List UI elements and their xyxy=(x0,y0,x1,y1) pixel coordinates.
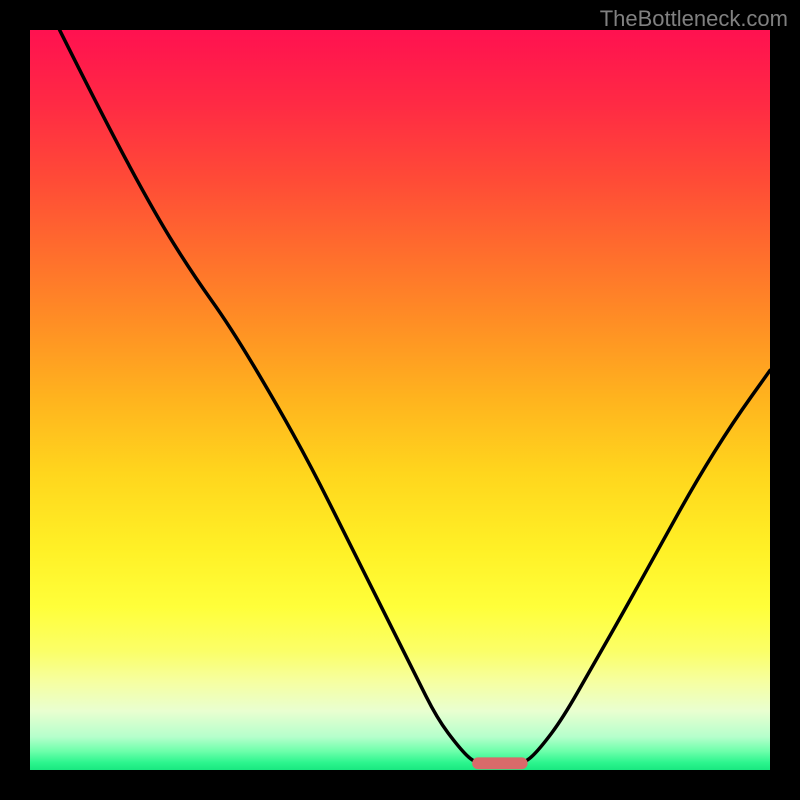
watermark-text: TheBottleneck.com xyxy=(600,6,788,32)
chart-background xyxy=(30,30,770,770)
bottleneck-chart xyxy=(30,30,770,770)
chart-container xyxy=(30,30,770,770)
optimal-marker xyxy=(472,757,528,769)
